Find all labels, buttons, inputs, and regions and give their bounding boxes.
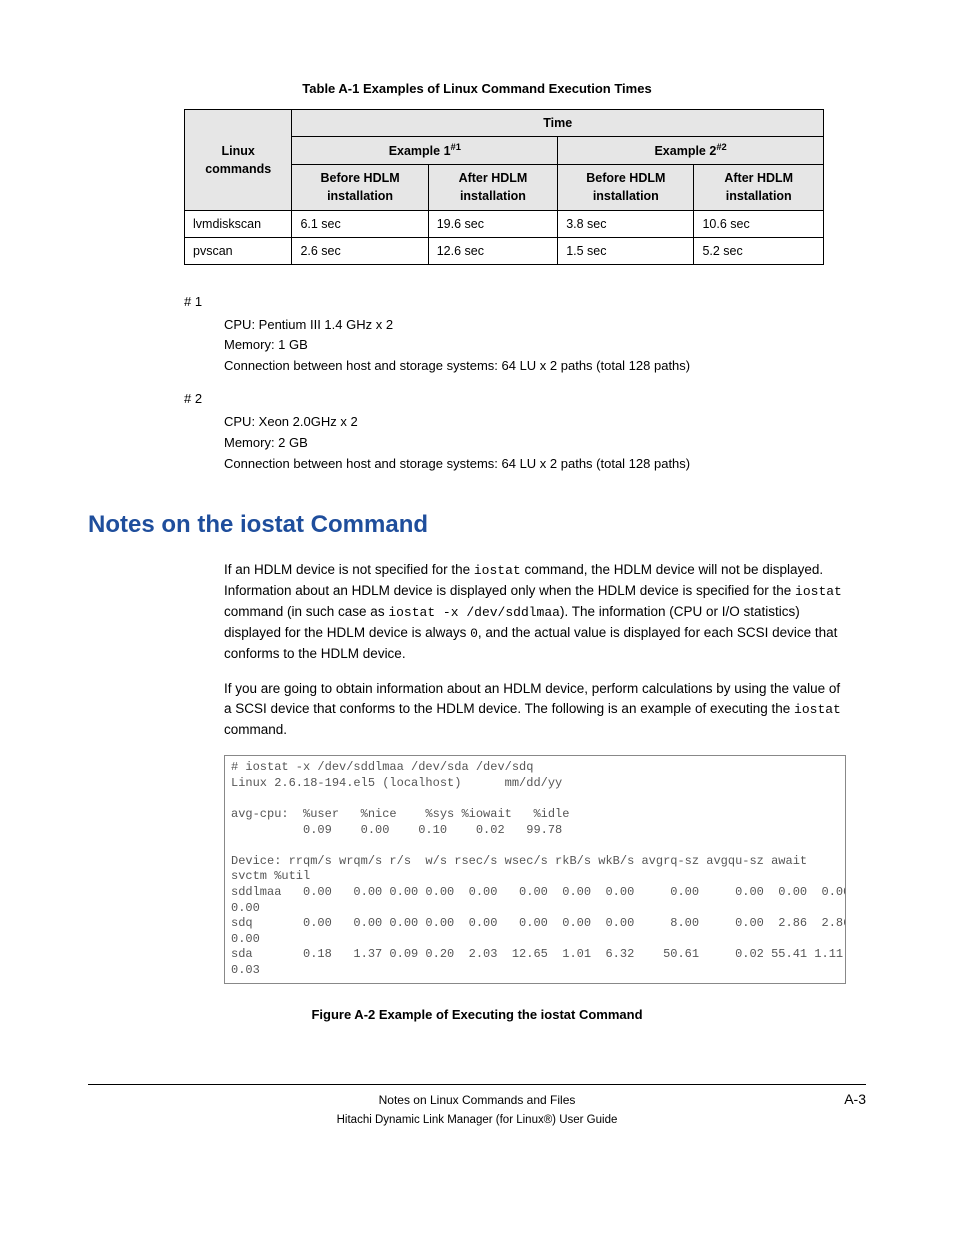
- footer-title: Notes on Linux Commands and Files: [148, 1092, 806, 1109]
- p1-a: If an HDLM device is not specified for t…: [224, 562, 474, 577]
- th-after1: After HDLM installation: [428, 165, 558, 210]
- table-cell: 19.6 sec: [428, 210, 558, 237]
- footnote-line: Connection between host and storage syst…: [224, 455, 826, 474]
- table-row: lvmdiskscan6.1 sec19.6 sec3.8 sec10.6 se…: [185, 210, 824, 237]
- footnote: # 1CPU: Pentium III 1.4 GHz x 2Memory: 1…: [224, 293, 826, 376]
- table-cell: 10.6 sec: [694, 210, 824, 237]
- th-example1-text: Example 1: [389, 144, 451, 158]
- footer-subtitle: Hitachi Dynamic Link Manager (for Linux®…: [88, 1112, 866, 1129]
- footnote-label: # 2: [184, 390, 826, 409]
- footnote-line: CPU: Pentium III 1.4 GHz x 2: [224, 316, 826, 335]
- table-cell: 5.2 sec: [694, 237, 824, 264]
- paragraph-2: If you are going to obtain information a…: [224, 679, 846, 739]
- figure-caption: Figure A-2 Example of Executing the iost…: [88, 1006, 866, 1025]
- terminal-output: # iostat -x /dev/sddlmaa /dev/sda /dev/s…: [224, 755, 846, 983]
- footnote-line: Memory: 1 GB: [224, 336, 826, 355]
- th-after2: After HDLM installation: [694, 165, 824, 210]
- paragraph-1: If an HDLM device is not specified for t…: [224, 560, 846, 663]
- footnote-line: Connection between host and storage syst…: [224, 357, 826, 376]
- th-before1: Before HDLM installation: [292, 165, 428, 210]
- table-cell: 1.5 sec: [558, 237, 694, 264]
- table-caption: Table A-1 Examples of Linux Command Exec…: [88, 80, 866, 99]
- footer-page-number: A-3: [806, 1089, 866, 1109]
- table-row: pvscan2.6 sec12.6 sec1.5 sec5.2 sec: [185, 237, 824, 264]
- footnote-line: CPU: Xeon 2.0GHz x 2: [224, 413, 826, 432]
- p1-code1: iostat: [474, 563, 521, 578]
- th-time: Time: [292, 109, 824, 136]
- exec-times-table: Linux commands Time Example 1#1 Example …: [184, 109, 824, 265]
- p1-c: command (in such case as: [224, 604, 388, 619]
- footnote-body: CPU: Xeon 2.0GHz x 2 Memory: 2 GB Connecti…: [224, 413, 826, 474]
- th-example1: Example 1#1: [292, 136, 558, 164]
- footnote: # 2CPU: Xeon 2.0GHz x 2Memory: 2 GBConne…: [224, 390, 826, 473]
- p2-b: command.: [224, 722, 287, 737]
- footnote-body: CPU: Pentium III 1.4 GHz x 2Memory: 1 GB…: [224, 316, 826, 377]
- table-cell: 2.6 sec: [292, 237, 428, 264]
- table-cell: 3.8 sec: [558, 210, 694, 237]
- th-example2-sup: #2: [716, 142, 726, 152]
- th-commands: Linux commands: [185, 109, 292, 210]
- p1-code4: 0: [470, 626, 478, 641]
- footnotes-block: # 1CPU: Pentium III 1.4 GHz x 2Memory: 1…: [224, 293, 826, 474]
- footnote-label: # 1: [184, 293, 826, 312]
- table-cell: pvscan: [185, 237, 292, 264]
- p1-code3: iostat -x /dev/sddlmaa: [388, 605, 560, 620]
- p2-a: If you are going to obtain information a…: [224, 681, 840, 716]
- th-example1-sup: #1: [451, 142, 461, 152]
- page-footer: Notes on Linux Commands and Files A-3 Hi…: [88, 1084, 866, 1128]
- footnote-line: Memory: 2 GB: [224, 434, 826, 453]
- th-before2: Before HDLM installation: [558, 165, 694, 210]
- table-cell: 12.6 sec: [428, 237, 558, 264]
- table-cell: 6.1 sec: [292, 210, 428, 237]
- th-example2-text: Example 2: [654, 144, 716, 158]
- section-heading: Notes on the iostat Command: [88, 508, 866, 543]
- th-example2: Example 2#2: [558, 136, 824, 164]
- body-text: If an HDLM device is not specified for t…: [224, 560, 846, 739]
- p1-code2: iostat: [795, 584, 842, 599]
- table-cell: lvmdiskscan: [185, 210, 292, 237]
- p2-code1: iostat: [794, 702, 841, 717]
